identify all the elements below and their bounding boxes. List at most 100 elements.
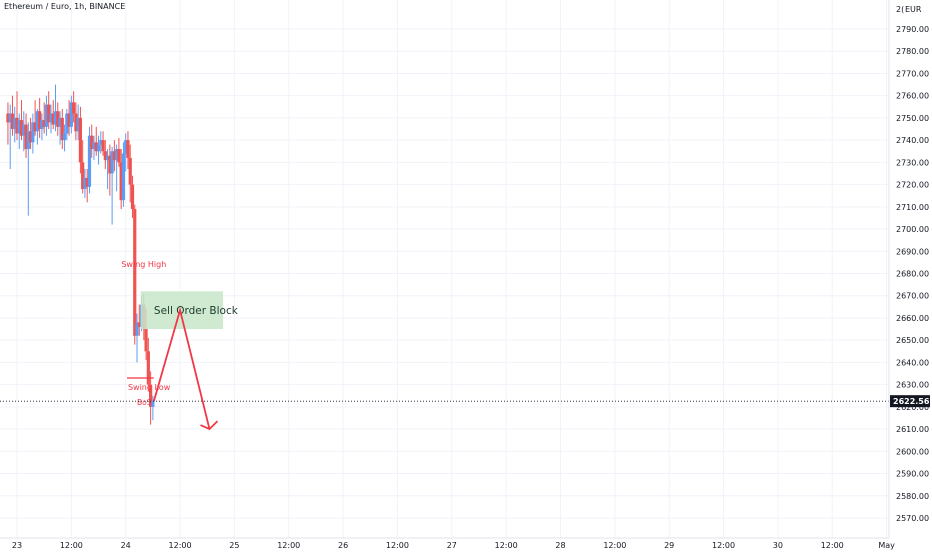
candle-body (17, 120, 21, 134)
candle-body (69, 102, 73, 127)
x-tick-label: May (878, 541, 895, 550)
candle-body (49, 113, 53, 123)
candle-body (105, 155, 110, 161)
y-tick-label: 2730.00 (896, 158, 929, 167)
candle-body (112, 151, 116, 161)
y-tick-label: 2790.00 (896, 25, 929, 34)
sell-order-block-zone[interactable] (140, 291, 224, 330)
y-tick-label: 2770.00 (896, 69, 929, 78)
x-tick-label: 29 (664, 541, 674, 550)
candle-body (94, 142, 98, 152)
candle-body (144, 329, 148, 352)
candle-body (33, 122, 37, 132)
y-tick-label: 2630.00 (896, 381, 929, 390)
candle-body (83, 177, 87, 190)
candle-body (130, 184, 135, 210)
currency-label[interactable]: EUR (905, 5, 922, 14)
x-tick-label: 26 (338, 541, 348, 550)
candle-body (38, 111, 42, 130)
y-tick-label: 2750.00 (896, 114, 929, 123)
candle-body (108, 155, 112, 174)
candle-body (149, 384, 153, 407)
x-tick-label: 12:00 (495, 541, 518, 550)
candle-body (62, 133, 67, 141)
annotations: Sell Order Block Swing High Swing Low Bo… (121, 260, 239, 431)
candle-body (72, 102, 76, 114)
candle-body (6, 113, 10, 123)
candle-body (119, 162, 123, 201)
x-tick-label: 23 (12, 541, 22, 550)
y-tick-label: 2720.00 (896, 181, 929, 190)
candle-body (78, 117, 83, 163)
candle-body (19, 120, 24, 136)
chart-title: Ethereum / Euro, 1h, BINANCE (4, 2, 126, 11)
arrow-head-icon (200, 420, 219, 431)
y-tick-label: 2620.00 (896, 403, 929, 412)
y-tick-label: 2690.00 (896, 247, 929, 256)
candle-body (28, 131, 33, 143)
y-tick-label: 2780.00 (896, 47, 929, 56)
candle-body (24, 124, 28, 150)
candle-body (85, 177, 89, 187)
candle-body (53, 111, 58, 125)
candle-body (31, 122, 35, 143)
price-scale[interactable]: 2( EUR 2622.56 2790.00 2780.00 2770.00 2760… (888, 0, 930, 538)
y-tick-label: 2640.00 (896, 358, 929, 367)
sell-order-block-label: Sell Order Block (154, 305, 239, 317)
candle-body (15, 117, 19, 134)
candle-body (90, 135, 94, 150)
candle-body (99, 140, 103, 145)
candle-body (58, 117, 62, 127)
candle-body (146, 351, 150, 385)
x-tick-label: 12:00 (60, 541, 83, 550)
candle-body (117, 149, 121, 163)
bos-label: BoS (137, 398, 152, 407)
swing-high-label: Swing High (121, 260, 166, 269)
x-tick-label: 24 (121, 541, 131, 550)
candle-body (87, 135, 92, 187)
x-tick-label: 30 (773, 541, 783, 550)
candle-body (51, 113, 55, 125)
candle-body (26, 131, 30, 150)
x-tick-label: 28 (555, 541, 565, 550)
candle-body (101, 140, 105, 152)
x-tick-label: 12:00 (386, 541, 409, 550)
swing-low-label: Swing Low (128, 383, 171, 392)
y-tick-label: 2710.00 (896, 203, 929, 212)
candle-body (103, 151, 107, 161)
y-tick-label: 2660.00 (896, 314, 929, 323)
x-tick-label: 12:00 (277, 541, 300, 550)
candle-body (133, 209, 137, 336)
candle-body (67, 113, 71, 127)
candle-body (56, 111, 60, 127)
candle-body (110, 151, 114, 174)
y-tick-label: 2680.00 (896, 270, 929, 279)
candle-body (8, 113, 12, 123)
y-tick-label: 2580.00 (896, 492, 929, 501)
last-price-value: 2622.56 (893, 397, 930, 406)
candle-body (115, 149, 119, 161)
y-tick-label: 2610.00 (896, 425, 929, 434)
x-tick-label: 12:00 (821, 541, 844, 550)
candle-body (135, 322, 139, 336)
candle-body (126, 140, 130, 158)
candle-body (128, 157, 132, 185)
x-tick-label: 25 (229, 541, 239, 550)
candle-body (44, 104, 49, 127)
candle-body (60, 117, 64, 141)
candle-body (96, 144, 101, 152)
candle-body (121, 153, 126, 201)
candle-body (137, 322, 141, 327)
x-tick-label: 12:00 (169, 541, 192, 550)
x-tick-label: 27 (447, 541, 457, 550)
x-tick-label: 12:00 (603, 541, 626, 550)
candle-body (65, 113, 69, 134)
y-tick-label: 2600.00 (896, 447, 929, 456)
y-tick-label: 2590.00 (896, 470, 929, 479)
y-tick-label: 2700.00 (896, 225, 929, 234)
projected-path-arrow (153, 306, 211, 430)
time-scale[interactable]: 23 12:00 24 12:00 25 12:00 26 12:00 27 12:00 28 12:… (0, 537, 895, 550)
candle-body (92, 142, 96, 150)
